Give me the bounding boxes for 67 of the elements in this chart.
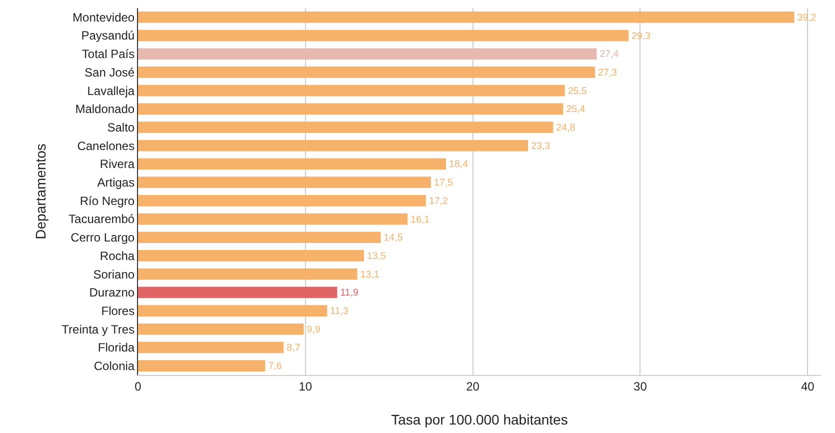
x-tick-label: 0 xyxy=(134,379,142,394)
x-tick-label: 10 xyxy=(298,379,312,394)
y-tick-label: Soriano xyxy=(93,267,135,282)
y-tick-label: Cerro Largo xyxy=(70,230,135,245)
y-tick-label: Paysandú xyxy=(81,28,135,43)
data-label: 39,2 xyxy=(797,12,816,24)
bar xyxy=(138,11,794,23)
x-tick-label: 40 xyxy=(800,379,815,394)
bar xyxy=(138,122,554,133)
data-label: 25,5 xyxy=(568,86,587,97)
y-tick-label: Río Negro xyxy=(80,194,135,208)
data-label: 9,9 xyxy=(306,324,320,336)
data-label: 16,1 xyxy=(410,214,430,226)
y-tick-label: Montevideo xyxy=(72,10,135,24)
bar xyxy=(138,250,364,262)
bar xyxy=(138,360,266,372)
data-label: 7,6 xyxy=(268,361,282,372)
data-label: 14,5 xyxy=(384,232,403,244)
y-tick-label: Florida xyxy=(98,340,135,355)
x-tick-label: 30 xyxy=(634,379,648,394)
data-label: 13,5 xyxy=(367,250,386,262)
bar xyxy=(138,305,328,316)
data-label: 29,3 xyxy=(632,30,650,42)
y-tick-label: Treinta y Tres xyxy=(62,322,135,336)
bar xyxy=(138,158,446,170)
data-label: 27,4 xyxy=(600,49,620,60)
x-tick-label: 20 xyxy=(466,379,480,394)
bar xyxy=(138,268,358,280)
data-label: 18,4 xyxy=(449,159,469,170)
data-label: 11,9 xyxy=(340,288,358,299)
y-tick-label: Artigas xyxy=(97,176,135,190)
data-label: 8,7 xyxy=(286,342,300,354)
y-axis-title: Departamentos xyxy=(32,144,48,240)
bar xyxy=(138,103,564,115)
y-tick-label: San José xyxy=(84,65,135,80)
data-label: 11,3 xyxy=(330,306,348,318)
bar xyxy=(138,323,304,335)
y-tick-label: Tacuarembó xyxy=(68,212,135,226)
bar xyxy=(138,140,528,152)
data-label: 24,8 xyxy=(556,122,576,134)
bar xyxy=(138,286,338,298)
bar xyxy=(138,48,597,60)
bar xyxy=(138,342,284,354)
y-tick-label: Lavalleja xyxy=(87,84,135,98)
bar xyxy=(138,176,431,188)
y-tick-label: Maldonado xyxy=(75,102,135,116)
y-tick-label: Flores xyxy=(101,304,135,318)
y-tick-label: Total País xyxy=(82,47,135,62)
data-label: 17,5 xyxy=(434,178,453,189)
y-tick-label: Rivera xyxy=(100,157,135,172)
y-tick-label: Rocha xyxy=(100,248,135,263)
y-tick-label: Canelones xyxy=(77,138,135,153)
bar xyxy=(138,194,426,206)
data-label: 17,2 xyxy=(428,196,448,207)
bar xyxy=(138,213,408,225)
y-tick-label: Durazno xyxy=(89,286,135,300)
bar xyxy=(138,232,381,244)
bar xyxy=(138,66,596,78)
data-label: 27,3 xyxy=(598,67,617,78)
data-label: 13,1 xyxy=(360,269,380,280)
data-label: 23,3 xyxy=(531,140,550,152)
y-tick-label: Colonia xyxy=(94,359,135,374)
data-label: 25,4 xyxy=(566,104,586,116)
x-axis-title: Tasa por 100.000 habitantes xyxy=(391,412,568,428)
bar xyxy=(138,84,565,96)
bar xyxy=(138,30,628,42)
y-tick-label: Salto xyxy=(107,120,135,134)
